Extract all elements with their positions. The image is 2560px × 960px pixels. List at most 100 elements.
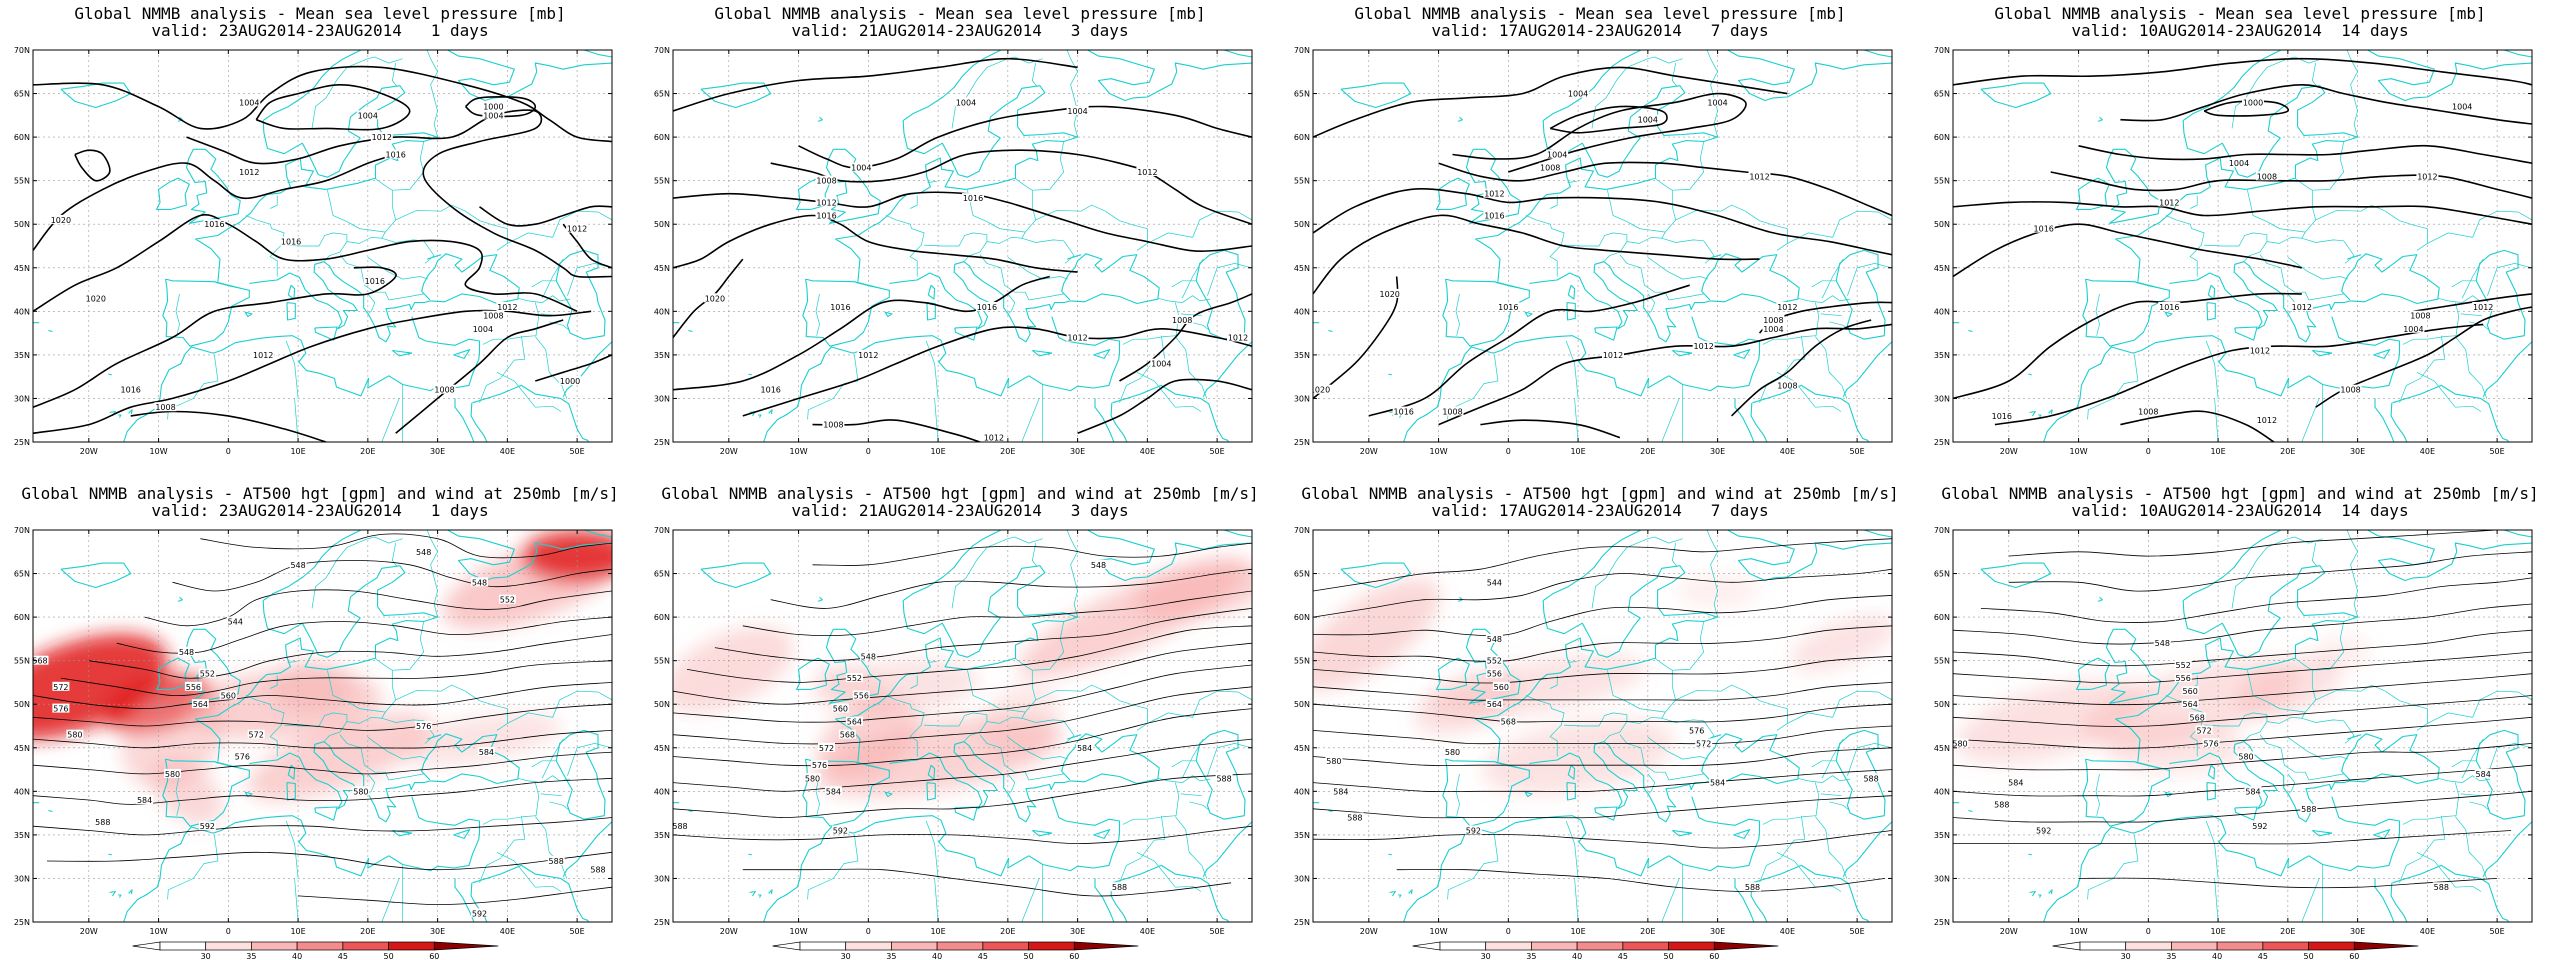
colorbar-segment — [2171, 941, 2218, 951]
coastline — [1835, 729, 1886, 820]
isobar-contour — [2050, 171, 2532, 199]
coastline — [48, 809, 53, 812]
coastline — [768, 409, 773, 415]
contour-label: 552 — [200, 670, 215, 679]
colorbar-min-cap — [132, 941, 161, 951]
lat-tick-label: 25N — [1294, 438, 1310, 447]
colorbar-label: 45 — [338, 952, 348, 960]
isobar-contour — [130, 410, 327, 442]
coastline — [1474, 530, 1892, 762]
lat-tick-label: 50N — [654, 220, 670, 229]
lat-tick-label: 40N — [1934, 787, 1950, 796]
lon-tick-label: 50E — [1849, 927, 1864, 936]
contour-label: 1008 — [823, 421, 843, 430]
lat-tick-label: 70N — [1934, 46, 1950, 55]
coastline — [562, 821, 612, 877]
panel-title: Global NMMB analysis - AT500 hgt [gpm] a… — [21, 484, 619, 503]
height-contour — [812, 542, 1252, 566]
isobar-contour — [1438, 161, 1892, 217]
contour-label: 580 — [353, 787, 368, 796]
colorbar-segment — [1028, 941, 1075, 951]
coastline — [194, 50, 612, 282]
country-border — [2451, 760, 2477, 768]
coastline — [1066, 254, 1082, 260]
coastline — [1750, 402, 1768, 442]
country-border — [245, 215, 285, 277]
country-border — [2205, 340, 2219, 399]
contour-label-bg — [1636, 114, 1659, 124]
colorbar-label: 35 — [2166, 952, 2176, 960]
coastline — [60, 562, 132, 589]
contour-label-bg — [1313, 384, 1331, 394]
contour-label-bg — [154, 402, 177, 412]
lat-tick-label: 65N — [14, 90, 30, 99]
coastline — [2475, 249, 2526, 340]
contour-label: 1008 — [155, 403, 175, 412]
country-border — [1207, 263, 1252, 296]
country-border — [1147, 690, 1252, 724]
wind-speed-colorbar: 30 35 40 45 50 60 — [132, 941, 499, 960]
country-border — [2301, 237, 2355, 264]
contour-label-bg — [233, 751, 251, 761]
country-border — [2287, 56, 2323, 64]
country-border — [2231, 58, 2288, 129]
colorbar-segment — [936, 941, 984, 951]
height-contour — [33, 730, 612, 749]
contour-label-bg — [1483, 210, 1506, 220]
coastline — [825, 628, 881, 704]
height-contour — [1313, 538, 1892, 592]
country-border — [1815, 816, 1848, 879]
lat-tick-label: 65N — [1294, 570, 1310, 579]
coastline — [768, 889, 773, 895]
contour-label: 576 — [235, 753, 250, 762]
lon-tick-label: 0 — [866, 447, 871, 456]
coastline — [1223, 530, 1252, 538]
contour-label: 560 — [833, 705, 848, 714]
isobar-contour — [535, 354, 612, 382]
contour-label-bg — [547, 856, 565, 865]
country-border — [1567, 661, 1577, 663]
jet-streak-shading — [982, 683, 1061, 760]
coastline — [108, 373, 112, 376]
country-border — [287, 181, 297, 183]
height-contour — [673, 642, 1252, 705]
contour-label: 1008 — [2257, 172, 2277, 181]
lon-tick-label: 50E — [2489, 927, 2504, 936]
country-border — [1626, 231, 1666, 244]
contour-label: 1012 — [1603, 351, 1623, 360]
lat-tick-label: 60N — [1934, 613, 1950, 622]
colorbar-min-cap — [1412, 941, 1441, 951]
contour-label: 580 — [2238, 753, 2253, 762]
contour-label-bg — [66, 729, 84, 739]
map-z500-14day: 548 552 556 560 564 568 572 576 580 580 584 588 592 5… — [1934, 526, 2533, 960]
coastline — [2048, 889, 2053, 895]
contour-label-bg — [352, 786, 370, 796]
contour-label: 564 — [1487, 700, 1502, 709]
coastline — [287, 284, 296, 300]
contour-label: 576 — [2203, 739, 2218, 748]
country-border — [482, 782, 540, 825]
contour-label: 548 — [1487, 635, 1502, 644]
contour-label-bg — [818, 742, 835, 752]
isobar-contour — [2203, 100, 2290, 117]
panel-title: Global NMMB analysis - Mean sea level pr… — [1994, 4, 2486, 23]
country-border — [2416, 371, 2482, 412]
wind-speed-colorbar: 30 35 40 45 50 60 — [772, 941, 1139, 960]
colorbar-segment — [1439, 941, 1487, 951]
country-border — [496, 851, 562, 892]
country-border — [567, 743, 612, 776]
contour-label: 592 — [833, 827, 848, 836]
country-border — [1021, 717, 1075, 744]
country-border — [395, 204, 508, 251]
contour-label: 1012 — [1228, 334, 1248, 343]
map-frame — [1312, 49, 1893, 443]
coastline — [1340, 82, 1412, 109]
country-border — [1189, 801, 1210, 811]
coastline — [2234, 326, 2258, 341]
height-contour — [298, 886, 612, 906]
coastline — [2043, 796, 2401, 922]
contour-label: 1004 — [1568, 90, 1588, 99]
country-border — [2312, 621, 2345, 671]
contour-label: 564 — [847, 718, 862, 727]
lon-tick-label: 50E — [2489, 447, 2504, 456]
